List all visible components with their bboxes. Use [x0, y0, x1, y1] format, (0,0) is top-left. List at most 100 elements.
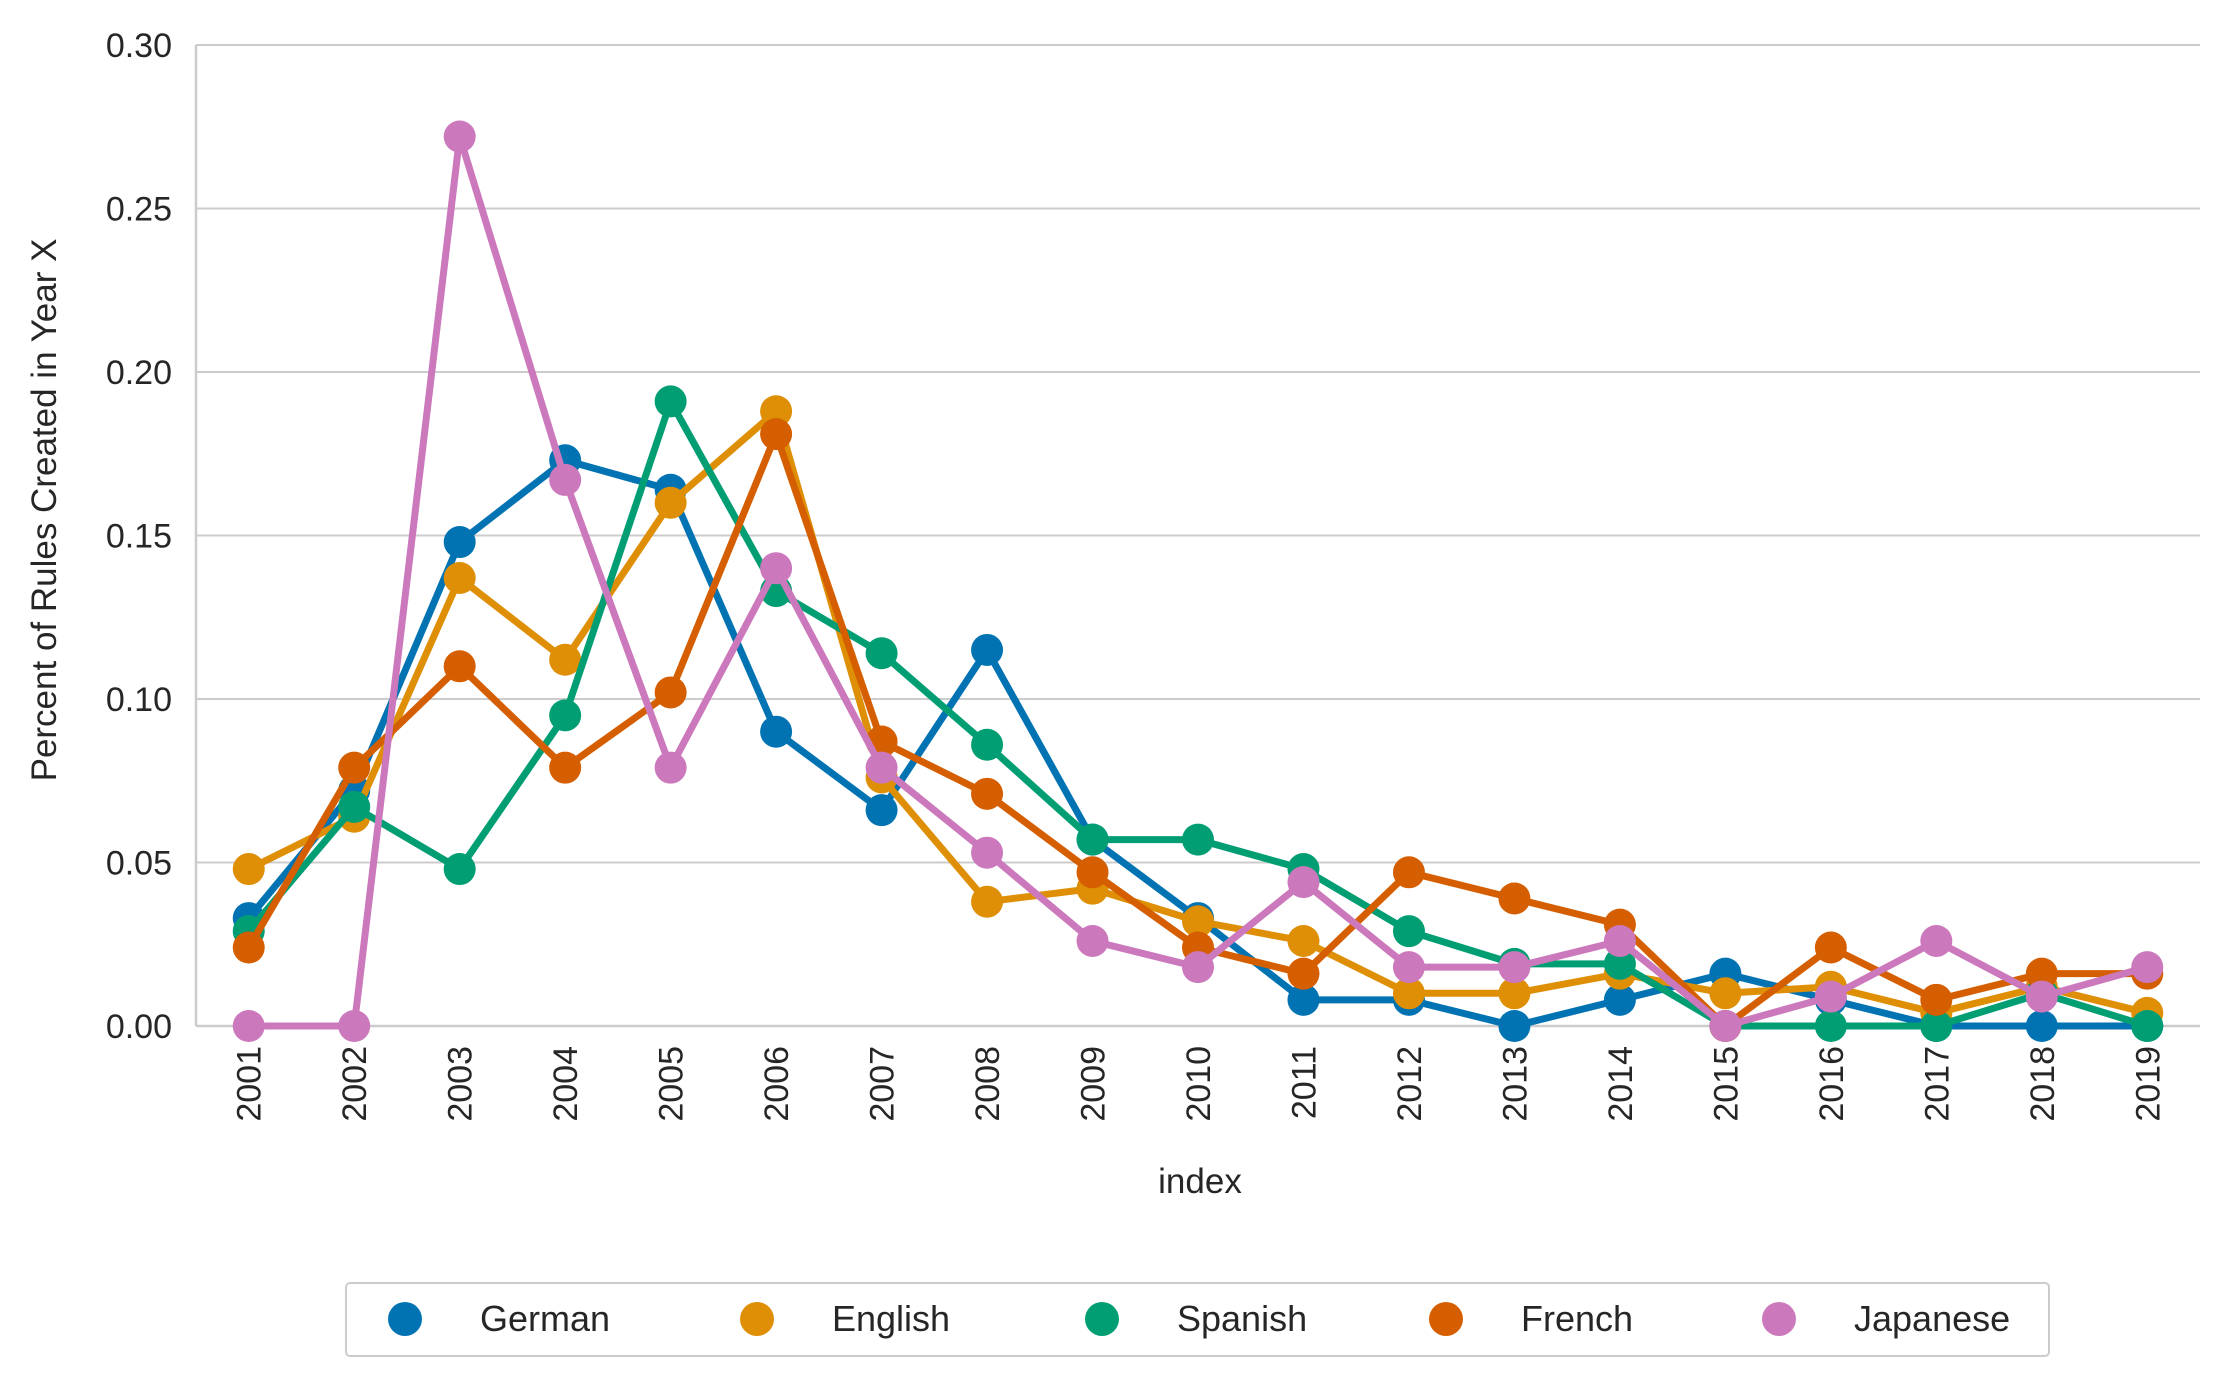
data-point	[1392, 856, 1425, 889]
data-point	[1076, 823, 1109, 856]
x-tick-label: 2008	[969, 1046, 1007, 1122]
data-point	[443, 853, 476, 886]
data-point	[338, 751, 371, 784]
series-line	[245, 133, 2151, 1030]
data-point	[2025, 957, 2058, 990]
legend-marker	[1429, 1302, 1463, 1336]
data-point	[1287, 957, 1320, 990]
data-point	[549, 463, 582, 496]
y-axis-label: Percent of Rules Created in Year X	[25, 239, 64, 782]
legend: German English Spanish French Japanese	[345, 1282, 2050, 1357]
x-tick-label: 2005	[653, 1046, 691, 1122]
x-tick-label: 2011	[1285, 1046, 1323, 1119]
legend-label: Japanese	[1854, 1298, 2010, 1339]
data-point	[2131, 1010, 2164, 1042]
data-point	[865, 637, 898, 670]
data-point	[865, 751, 898, 784]
data-point	[2025, 980, 2058, 1013]
grid	[196, 44, 2200, 864]
data-point	[1392, 915, 1425, 948]
data-point	[2025, 1010, 2058, 1042]
data-point	[654, 486, 687, 519]
data-point	[338, 1010, 371, 1042]
x-tick-label: 2007	[864, 1046, 902, 1122]
data-point	[232, 1010, 265, 1042]
data-point	[654, 751, 687, 784]
legend-item-english: English	[740, 1298, 950, 1339]
x-tick-label: 2004	[547, 1046, 585, 1122]
data-point	[654, 385, 687, 418]
x-tick-label: 2013	[1496, 1046, 1534, 1122]
y-tick-label: 0.20	[106, 354, 172, 392]
data-point	[1392, 977, 1425, 1010]
legend-marker	[1762, 1302, 1796, 1336]
x-tick-label: 2018	[2024, 1046, 2062, 1122]
data-point	[1498, 951, 1531, 984]
y-tick-label: 0.15	[106, 518, 172, 556]
y-tick-labels: 0.00 0.05 0.10 0.15 0.20 0.25 0.30	[106, 27, 172, 1046]
y-tick-label: 0.25	[106, 191, 172, 229]
legend-item-japanese: Japanese	[1762, 1298, 2010, 1339]
legend-marker	[388, 1302, 422, 1336]
data-point	[1392, 951, 1425, 984]
data-point	[443, 650, 476, 683]
x-tick-label: 2012	[1391, 1046, 1429, 1122]
x-tick-label: 2016	[1813, 1046, 1851, 1122]
data-point	[1076, 856, 1109, 889]
legend-label: Spanish	[1177, 1298, 1307, 1339]
data-point	[1920, 924, 1953, 957]
data-point	[1182, 905, 1214, 938]
data-point	[443, 120, 476, 153]
data-point	[1498, 882, 1531, 915]
y-tick-label: 0.05	[106, 845, 172, 883]
data-point	[760, 715, 793, 748]
x-tick-labels: 2001 2002 2003 2004 2005 2006 2007 2008 2009 2010…	[231, 1046, 2168, 1122]
series-french	[232, 418, 2164, 1042]
series	[232, 120, 2164, 1042]
data-point	[1814, 931, 1847, 964]
legend-marker	[740, 1302, 774, 1336]
data-point	[971, 728, 1004, 761]
data-point	[1814, 980, 1847, 1013]
data-point	[1182, 951, 1214, 984]
legend-item-french: French	[1429, 1298, 1633, 1339]
data-point	[1287, 866, 1320, 899]
data-point	[549, 751, 582, 784]
legend-item-german: German	[388, 1298, 610, 1339]
legend-item-spanish: Spanish	[1085, 1298, 1307, 1339]
data-point	[232, 931, 265, 964]
data-point	[760, 395, 793, 428]
x-tick-label: 2006	[758, 1046, 796, 1122]
data-point	[232, 853, 265, 886]
data-point	[1603, 947, 1636, 980]
data-point	[1920, 1010, 1953, 1042]
data-point	[2131, 951, 2164, 984]
data-point	[1076, 924, 1109, 957]
x-tick-label: 2002	[336, 1046, 374, 1122]
data-point	[971, 777, 1004, 810]
data-point	[760, 552, 793, 585]
x-tick-label: 2001	[231, 1046, 269, 1122]
data-point	[1182, 823, 1214, 856]
x-axis-label: index	[1158, 1162, 1242, 1201]
data-point	[443, 526, 476, 559]
legend-label: German	[480, 1298, 610, 1339]
data-point	[1603, 924, 1636, 957]
y-tick-label: 0.00	[106, 1008, 172, 1046]
legend-label: French	[1521, 1298, 1633, 1339]
legend-frame	[345, 1282, 2050, 1357]
data-point	[443, 562, 476, 595]
data-point	[1709, 977, 1742, 1010]
data-point	[1498, 1010, 1531, 1042]
data-point	[760, 418, 793, 451]
data-point	[549, 643, 582, 676]
y-tick-label: 0.30	[106, 27, 172, 65]
x-tick-label: 2010	[1180, 1046, 1218, 1122]
data-point	[865, 794, 898, 827]
x-tick-label: 2015	[1707, 1046, 1745, 1122]
x-tick-label: 2009	[1075, 1046, 1113, 1122]
data-point	[1920, 983, 1953, 1016]
x-tick-label: 2003	[442, 1046, 480, 1122]
x-tick-label: 2019	[2129, 1046, 2167, 1122]
